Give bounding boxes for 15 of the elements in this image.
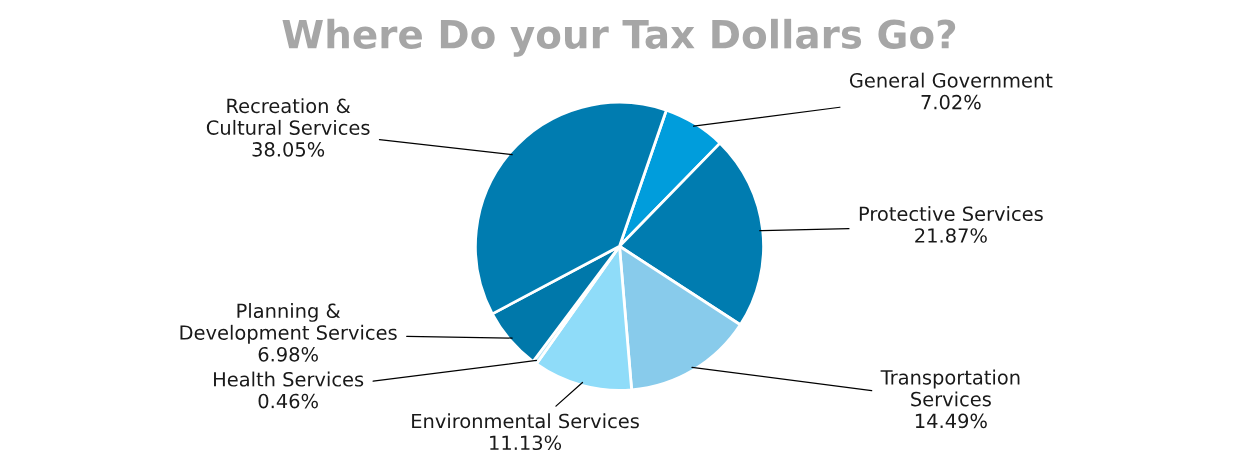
data-label: 7.02% [921, 94, 981, 110]
slice-label: Planning & Development Services [180, 303, 397, 344]
slice-label: Protective Services [859, 206, 1043, 222]
data-label: 0.46% [258, 393, 318, 409]
data-label: 14.49% [915, 413, 987, 429]
chart-title: Where Do your Tax Dollars Go? [282, 18, 956, 57]
data-label: 6.98% [258, 346, 318, 362]
slice-label: Health Services [214, 371, 364, 387]
data-label: 11.13% [490, 435, 562, 451]
slice-label: General Government [849, 72, 1053, 88]
slice-label: Recreation & Cultural Services [206, 98, 370, 135]
data-label: 38.05% [252, 142, 325, 157]
slice-label: Transportation Services [880, 369, 1020, 407]
slice-label: Environmental Services [412, 413, 639, 429]
data-label: 21.87% [915, 228, 987, 243]
